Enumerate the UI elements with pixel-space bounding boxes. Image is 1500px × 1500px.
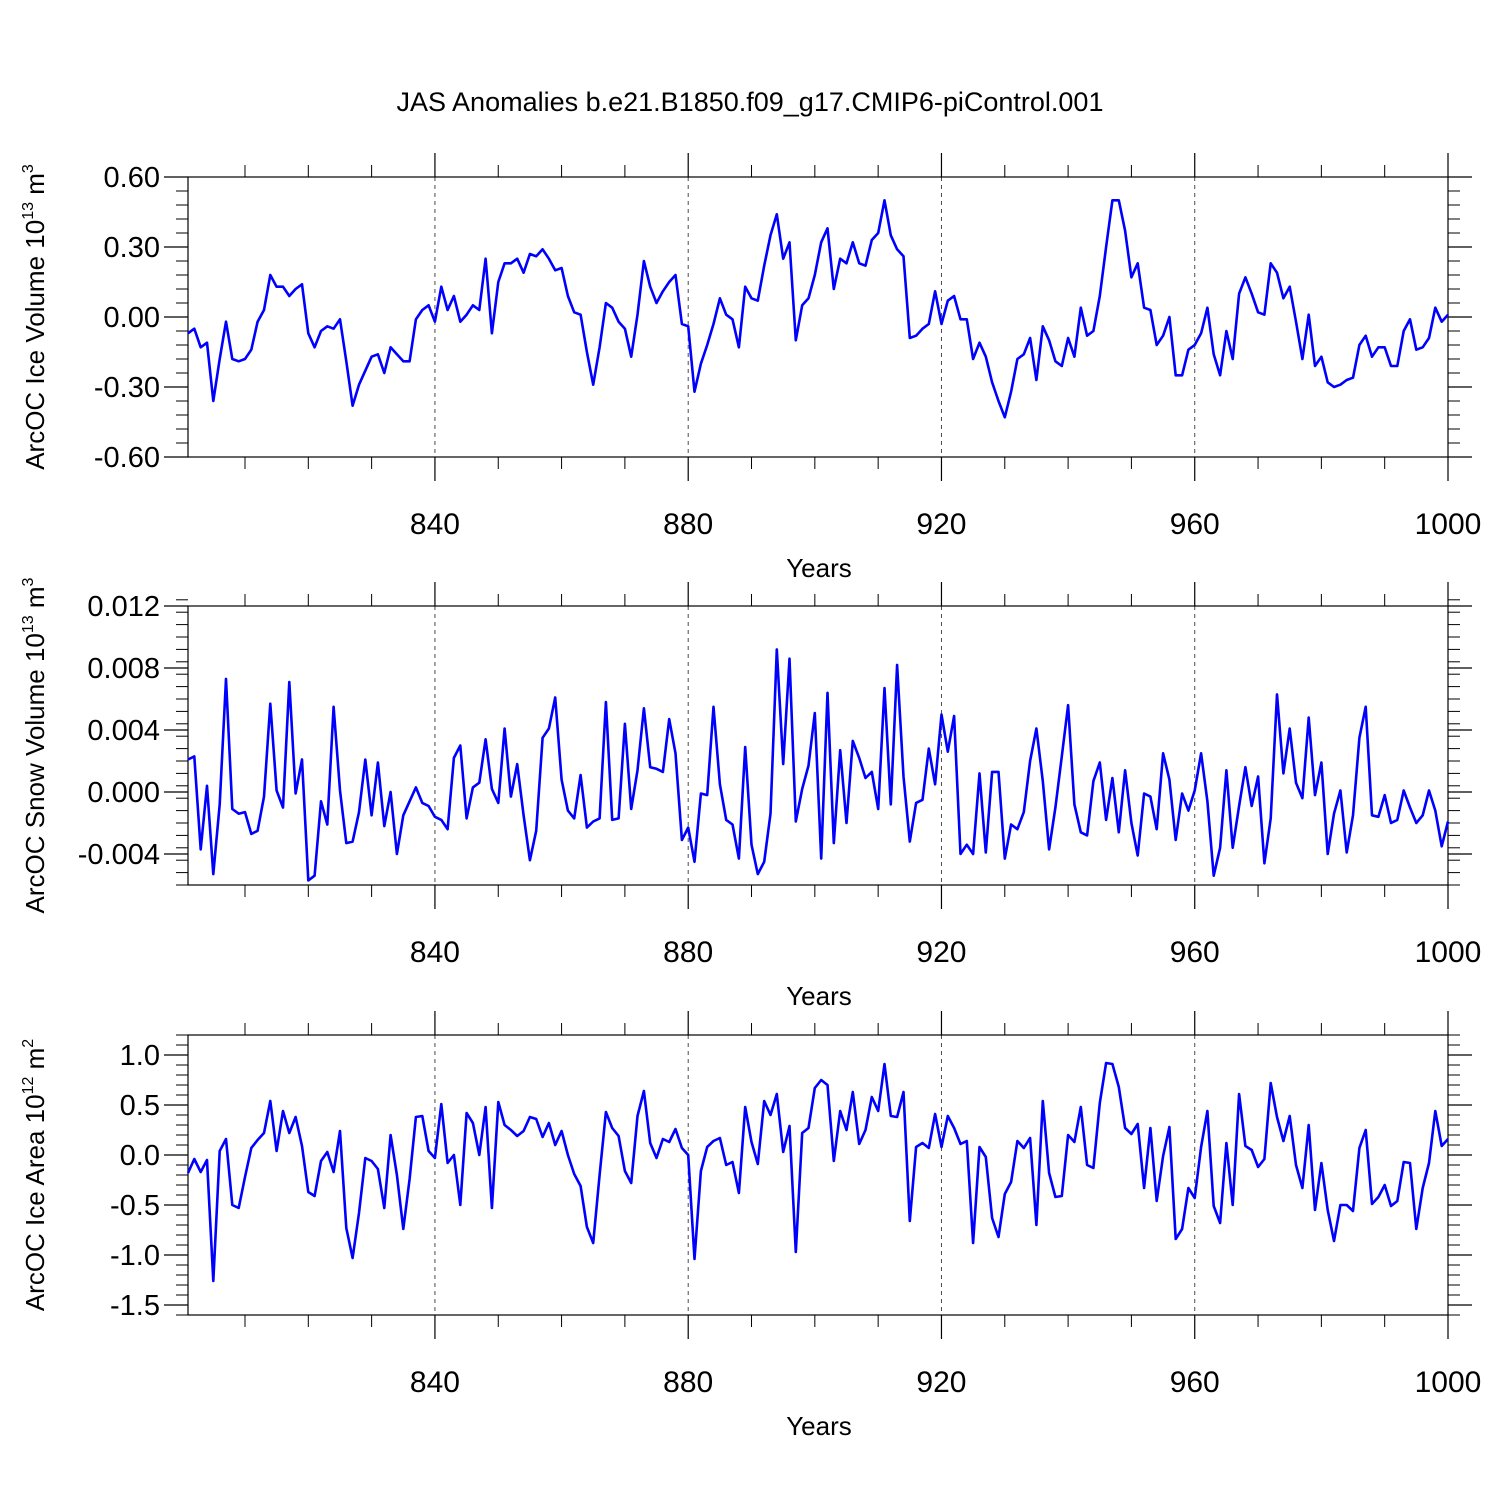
xtick-label: 880 [663, 936, 713, 969]
xtick-label: 1000 [1415, 1366, 1482, 1399]
xtick-label: 880 [663, 508, 713, 541]
panel-ice-volume: 840 880 920 960 1000 -0.60 -0.30 0.00 0.30 0.60 Ye… [20, 153, 1481, 583]
ytick-label: -0.30 [94, 372, 160, 404]
ytick-label: 0.004 [87, 715, 160, 747]
xtick-label: 920 [916, 508, 966, 541]
main-title: JAS Anomalies b.e21.B1850.f09_g17.CMIP6-… [397, 87, 1104, 117]
xtick-label: 960 [1170, 936, 1220, 969]
ytick-label: 0.008 [87, 653, 160, 685]
y-axis-title: ArcOC Snow Volume 1013 m3 [20, 577, 50, 913]
panel-snow-volume: 840 880 920 960 1000 -0.004 0.000 0.004 0.008 0.0… [20, 577, 1481, 1011]
plot-frame [187, 176, 1449, 458]
xtick-label: 840 [410, 1366, 460, 1399]
xtick-label: 1000 [1415, 936, 1482, 969]
series-line-ice-volume [187, 199, 1449, 419]
plot-frame [187, 605, 1449, 886]
plot-frame [187, 1034, 1449, 1316]
ytick-label: 0.00 [104, 302, 160, 334]
ytick-label: 0.30 [104, 232, 160, 264]
x-axis-title: Years [786, 553, 852, 583]
xtick-label: 840 [410, 936, 460, 969]
ytick-label: 0.012 [87, 591, 160, 623]
xtick-label: 920 [916, 936, 966, 969]
xtick-label: 840 [410, 508, 460, 541]
x-axis-title: Years [786, 1411, 852, 1441]
ytick-label: -1.5 [110, 1290, 160, 1322]
xtick-label: 880 [663, 1366, 713, 1399]
x-axis-title: Years [786, 981, 852, 1011]
ytick-label: 0.000 [87, 777, 160, 809]
series-line-snow-volume [187, 648, 1450, 882]
ytick-label: -0.5 [110, 1190, 160, 1222]
ytick-label: 0.5 [120, 1090, 160, 1122]
xtick-label: 960 [1170, 1366, 1220, 1399]
xtick-label: 1000 [1415, 508, 1482, 541]
series-line-ice-area [186, 1061, 1449, 1283]
ytick-label: -0.004 [78, 839, 160, 871]
panel-ice-area: 840 880 920 960 1000 -1.5 -1.0 -0.5 0.0 0.5 1.0 Yea… [20, 1011, 1481, 1441]
y-axis-title: ArcOC Ice Volume 1013 m3 [20, 164, 50, 470]
ytick-label: 1.0 [120, 1040, 160, 1072]
y-axis-title: ArcOC Ice Area 1012 m2 [20, 1039, 50, 1311]
xtick-label: 960 [1170, 508, 1220, 541]
panels: 840 880 920 960 1000 -0.60 -0.30 0.00 0.30 0.60 Ye… [20, 153, 1481, 1441]
ytick-label: -0.60 [94, 442, 160, 474]
ytick-label: 0.60 [104, 162, 160, 194]
ytick-label: 0.0 [120, 1140, 160, 1172]
ytick-label: -1.0 [110, 1240, 160, 1272]
xtick-label: 920 [916, 1366, 966, 1399]
